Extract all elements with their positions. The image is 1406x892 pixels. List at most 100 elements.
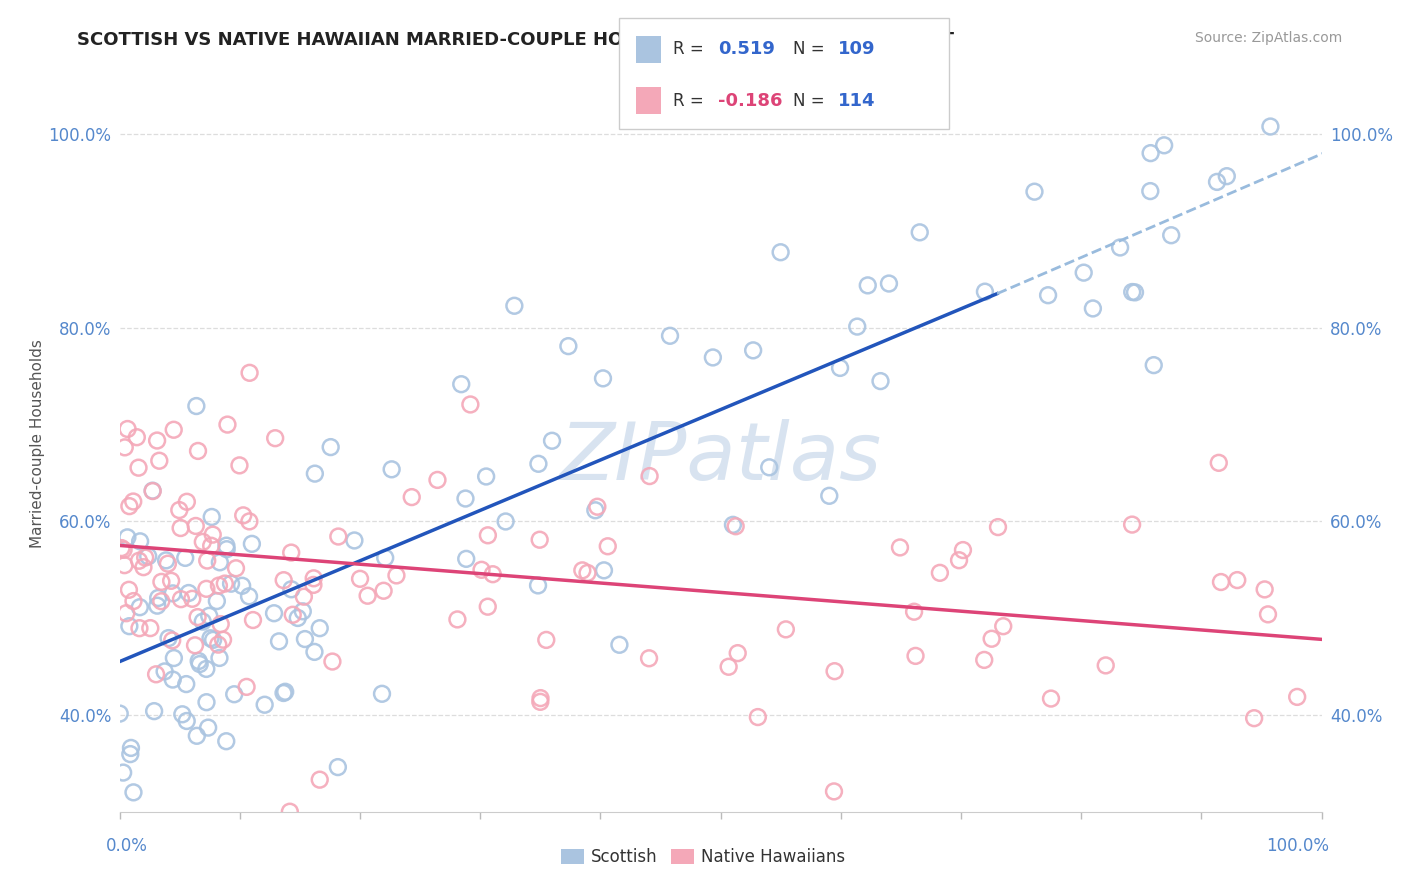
Point — [215, 734, 238, 748]
Point — [128, 460, 150, 475]
Point — [176, 495, 198, 509]
Point — [302, 578, 325, 592]
Point — [454, 491, 477, 506]
Point — [1139, 146, 1161, 161]
Point — [239, 366, 262, 380]
Point — [122, 785, 145, 799]
Point — [195, 582, 218, 596]
Point — [219, 576, 242, 591]
Point — [195, 662, 218, 676]
Point — [1208, 456, 1230, 470]
Point — [824, 664, 846, 678]
Point — [125, 430, 148, 444]
Point — [302, 571, 325, 585]
Y-axis label: Married-couple Households: Married-couple Households — [30, 339, 45, 549]
Point — [146, 599, 169, 613]
Point — [172, 707, 194, 722]
Point — [291, 604, 314, 618]
Text: N =: N = — [793, 92, 830, 110]
Text: 109: 109 — [838, 40, 876, 58]
Point — [1139, 184, 1161, 198]
Point — [877, 277, 900, 291]
Text: R =: R = — [673, 40, 710, 58]
Point — [150, 574, 173, 589]
Point — [120, 740, 142, 755]
Point — [659, 328, 682, 343]
Point — [557, 339, 579, 353]
Point — [117, 422, 139, 436]
Point — [197, 721, 219, 735]
Point — [187, 444, 209, 458]
Point — [456, 552, 478, 566]
Point — [253, 698, 276, 712]
Point — [160, 633, 183, 648]
Point — [112, 542, 135, 557]
Point — [200, 632, 222, 646]
Point — [328, 529, 350, 543]
Point — [321, 655, 343, 669]
Point — [242, 613, 264, 627]
Point — [186, 729, 208, 743]
Point — [201, 510, 224, 524]
Point — [1243, 711, 1265, 725]
Point — [238, 590, 260, 604]
Point — [717, 660, 740, 674]
Point — [308, 772, 330, 787]
Text: ZIPatlas: ZIPatlas — [560, 419, 882, 498]
Point — [162, 673, 184, 687]
Point — [184, 519, 207, 533]
Point — [281, 607, 304, 622]
Point — [156, 557, 179, 571]
Point — [176, 714, 198, 728]
Point — [742, 343, 765, 358]
Point — [596, 539, 619, 553]
Point — [160, 574, 183, 588]
Point — [1206, 175, 1229, 189]
Point — [308, 621, 330, 635]
Point — [174, 677, 197, 691]
Point — [235, 680, 257, 694]
Point — [136, 549, 159, 564]
Point — [145, 667, 167, 681]
Point — [747, 710, 769, 724]
Point — [702, 351, 724, 365]
Point — [215, 539, 238, 553]
Point — [1121, 517, 1143, 532]
Point — [638, 469, 661, 483]
Point — [122, 494, 145, 508]
Point — [529, 691, 551, 706]
Point — [264, 431, 287, 445]
Point — [181, 591, 204, 606]
Point — [146, 434, 169, 448]
Point — [117, 530, 139, 544]
Point — [846, 319, 869, 334]
Point — [224, 687, 246, 701]
Point — [118, 499, 141, 513]
Point — [170, 592, 193, 607]
Point — [823, 784, 845, 798]
Point — [148, 591, 170, 605]
Point — [908, 225, 931, 239]
Point — [205, 594, 228, 608]
Point — [200, 539, 222, 553]
Point — [139, 621, 162, 635]
Text: 0.0%: 0.0% — [105, 837, 148, 855]
Point — [263, 606, 285, 620]
Point — [1121, 285, 1143, 299]
Point — [274, 685, 297, 699]
Point — [426, 473, 449, 487]
Point — [163, 651, 186, 665]
Point — [128, 621, 150, 635]
Point — [1257, 607, 1279, 622]
Point — [215, 542, 238, 557]
Point — [503, 299, 526, 313]
Point — [818, 489, 841, 503]
Point — [974, 285, 997, 299]
Point — [209, 617, 232, 632]
Point — [128, 600, 150, 615]
Point — [446, 612, 468, 626]
Point — [583, 503, 606, 517]
Point — [374, 550, 396, 565]
Point — [948, 553, 970, 567]
Point — [207, 638, 229, 652]
